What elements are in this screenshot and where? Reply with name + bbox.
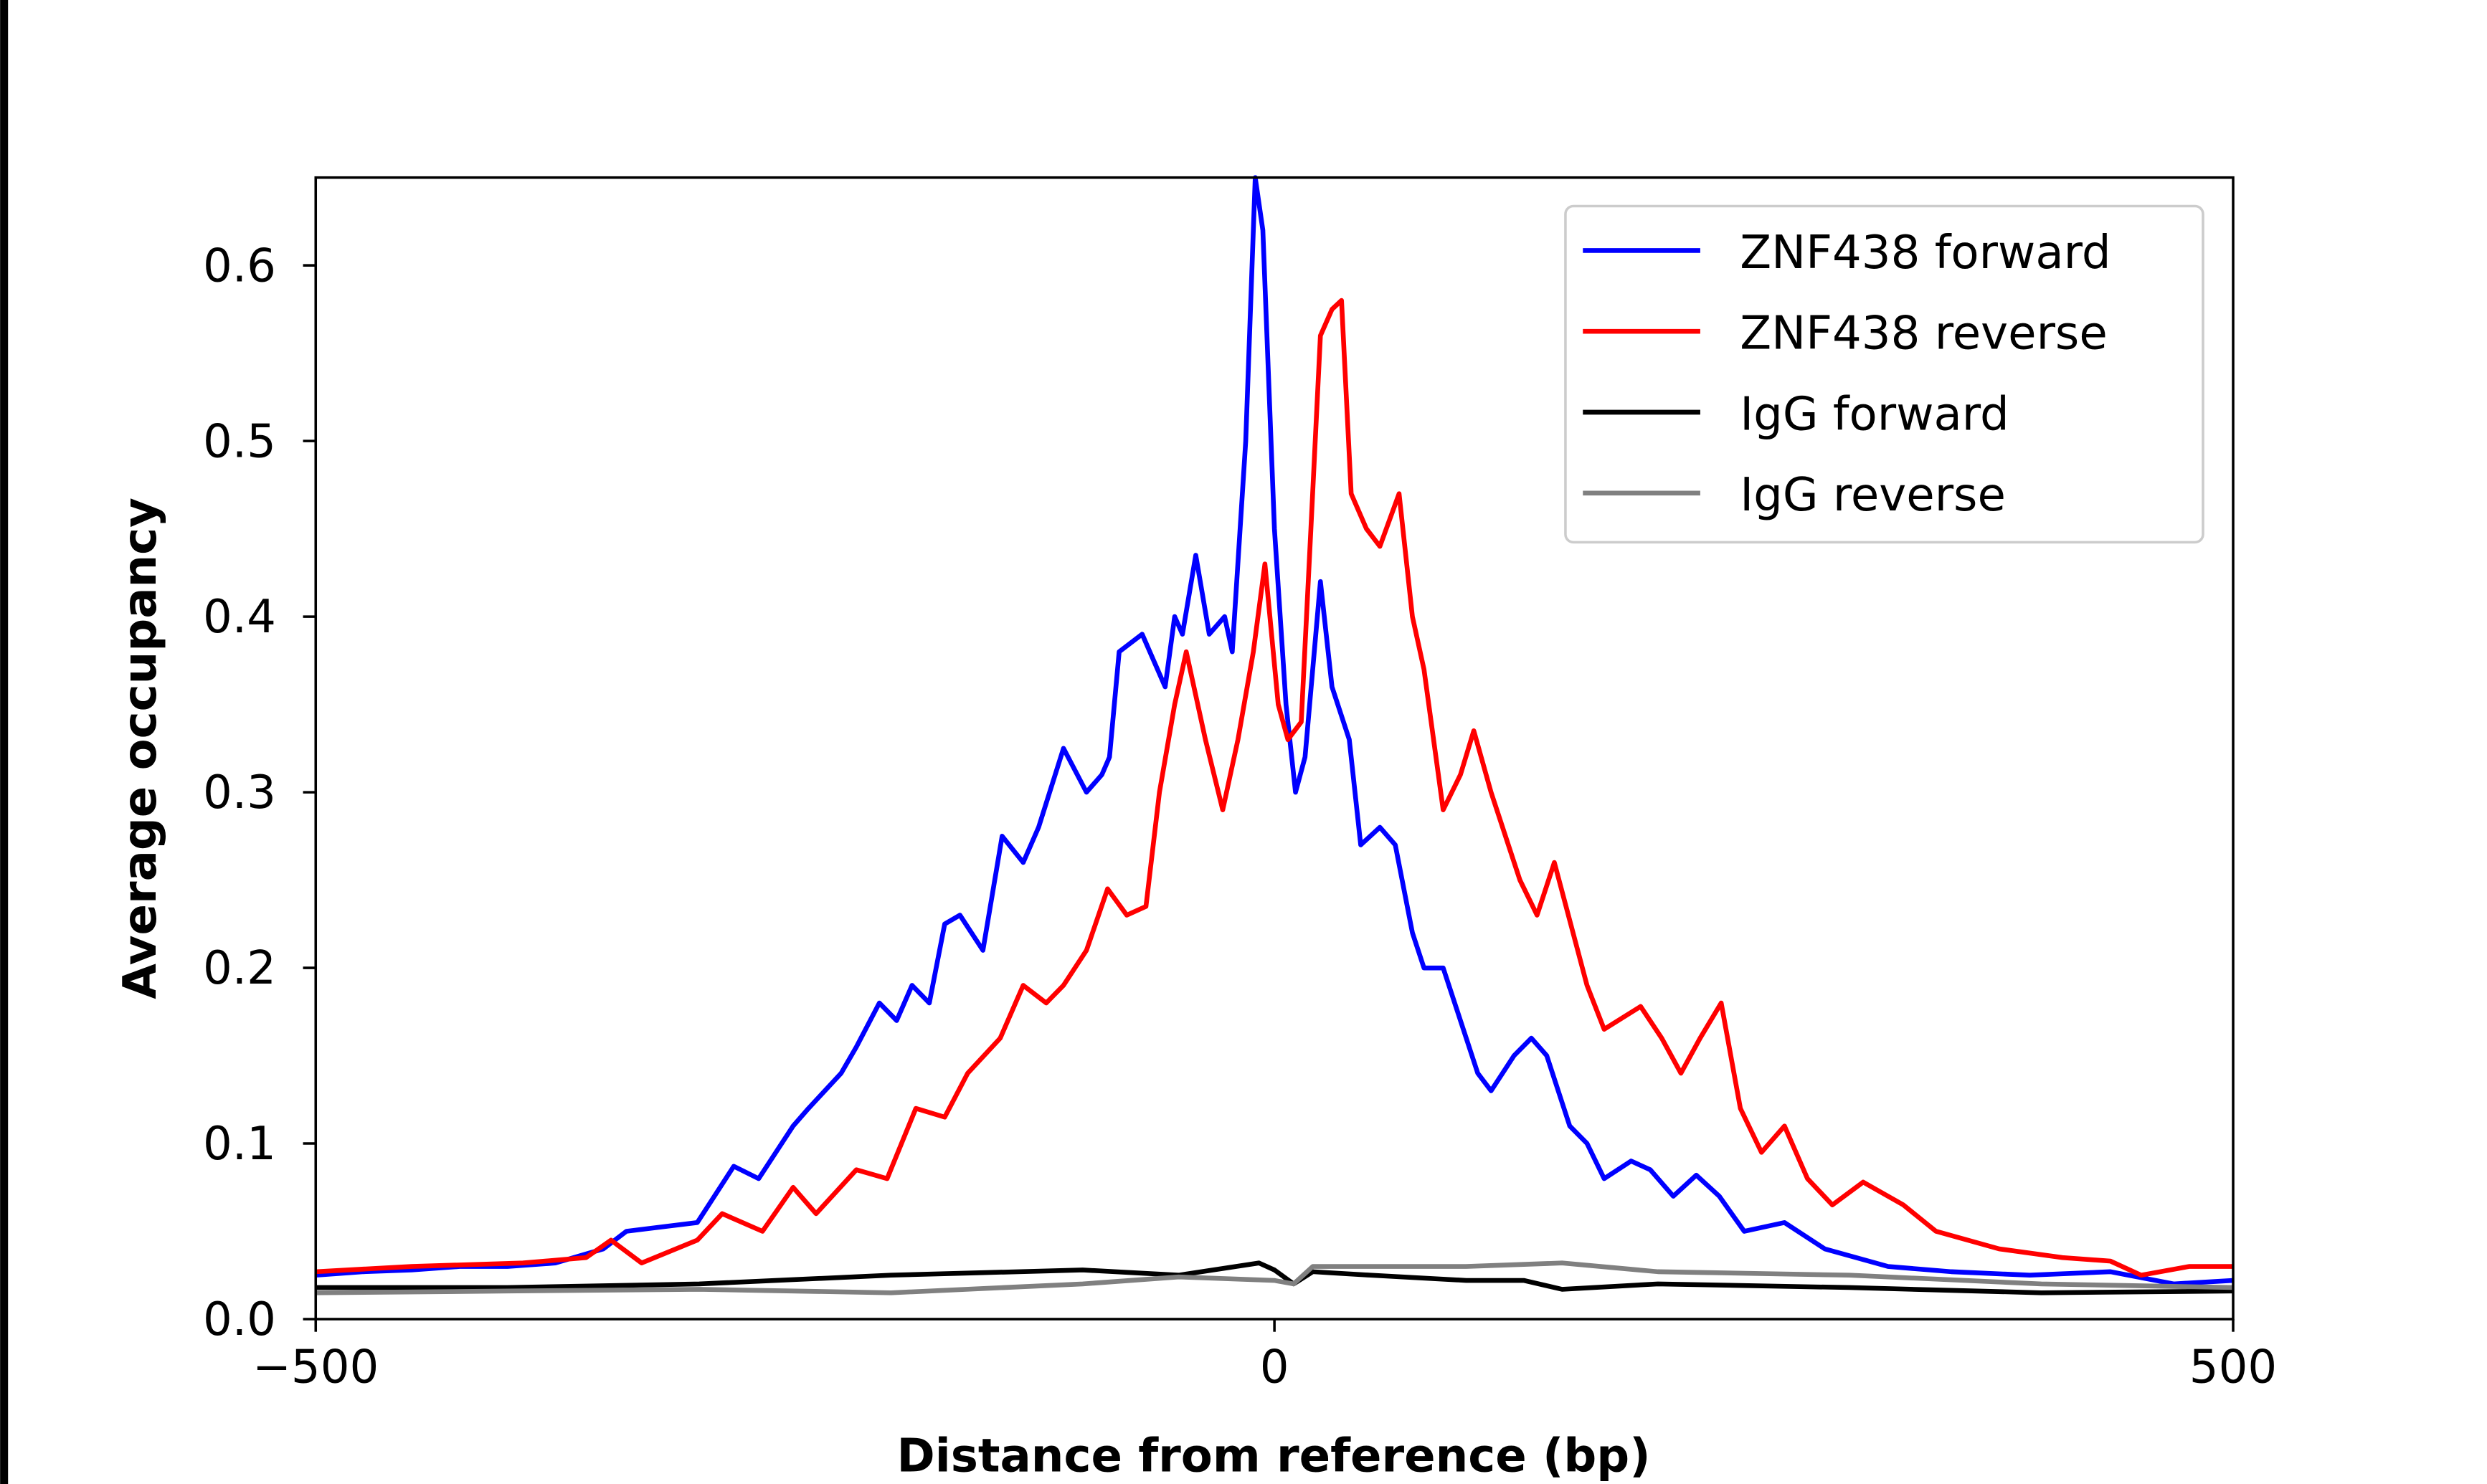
left-border <box>0 0 9 1484</box>
legend-box <box>1564 204 2204 544</box>
y-tick-label: 0.6 <box>203 239 276 292</box>
x-tick-label: 500 <box>2189 1340 2277 1394</box>
legend-label: ZNF438 reverse <box>1740 307 2108 361</box>
legend-label: IgG forward <box>1740 387 2009 441</box>
legend: ZNF438 forward ZNF438 reverse IgG forward I… <box>1564 204 2204 544</box>
series-line-igg-reverse <box>316 1260 2234 1295</box>
legend-label: IgG reverse <box>1740 468 2006 522</box>
y-tick-label: 0.5 <box>203 414 276 468</box>
legend-label: ZNF438 forward <box>1740 226 2111 280</box>
x-tick-label: 0 <box>1260 1340 1289 1394</box>
series-lines <box>316 175 2234 1295</box>
x-axis: −500 0 500 <box>252 1319 2277 1394</box>
x-axis-label: Distance from reference (bp) <box>897 1429 1651 1483</box>
y-tick-label: 0.0 <box>203 1293 276 1346</box>
y-tick-label: 0.1 <box>203 1117 276 1171</box>
series-line-znf438-reverse <box>316 298 2234 1278</box>
y-tick-label: 0.4 <box>203 590 276 644</box>
series-line-znf438-forward <box>316 175 2234 1287</box>
y-axis: 0.0 0.1 0.2 0.3 0.4 0.5 0.6 <box>203 239 316 1346</box>
x-tick-label: −500 <box>252 1340 379 1394</box>
y-tick-label: 0.3 <box>203 766 276 819</box>
y-axis-label: Average occupancy <box>113 498 167 999</box>
y-tick-label: 0.2 <box>203 941 276 995</box>
